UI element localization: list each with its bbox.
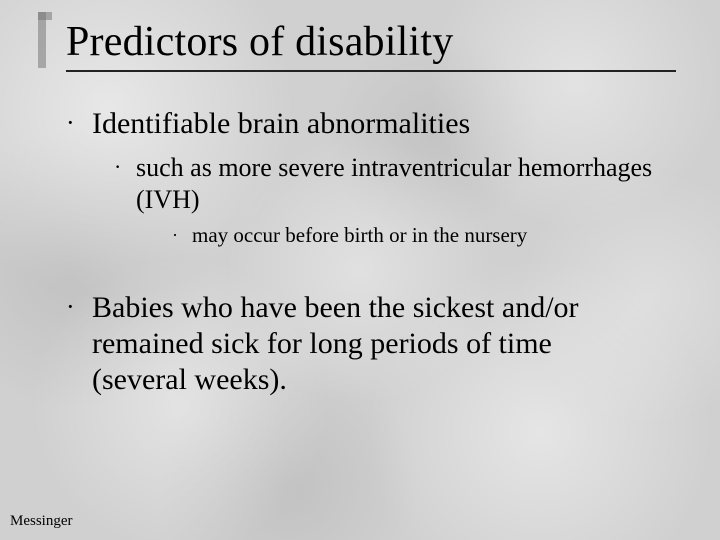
title-area: Predictors of disability — [60, 18, 680, 72]
content-area: · Identifiable brain abnormalities · suc… — [60, 106, 680, 398]
bullet-glyph: · — [114, 152, 132, 182]
bullet-text: Identifiable brain abnormalities — [92, 106, 652, 142]
spacer — [60, 272, 680, 290]
bullet-glyph: · — [66, 290, 88, 324]
title-underline: Predictors of disability — [66, 18, 676, 72]
slide-title: Predictors of disability — [66, 18, 676, 66]
bullet-level1: · Identifiable brain abnormalities — [66, 106, 680, 142]
bullet-level2: · such as more severe intraventricular h… — [114, 152, 680, 216]
title-accent-decoration — [38, 12, 52, 68]
bullet-text: Babies who have been the sickest and/or … — [92, 290, 652, 398]
bullet-level3: · may occur before birth or in the nurse… — [172, 222, 680, 248]
bullet-text: such as more severe intraventricular hem… — [136, 152, 656, 216]
slide: Predictors of disability · Identifiable … — [0, 0, 720, 540]
footer-author: Messinger — [10, 513, 73, 530]
bullet-glyph: · — [66, 106, 88, 140]
bullet-glyph: · — [172, 222, 188, 248]
bullet-level1: · Babies who have been the sickest and/o… — [66, 290, 680, 398]
bullet-text: may occur before birth or in the nursery — [192, 222, 662, 248]
